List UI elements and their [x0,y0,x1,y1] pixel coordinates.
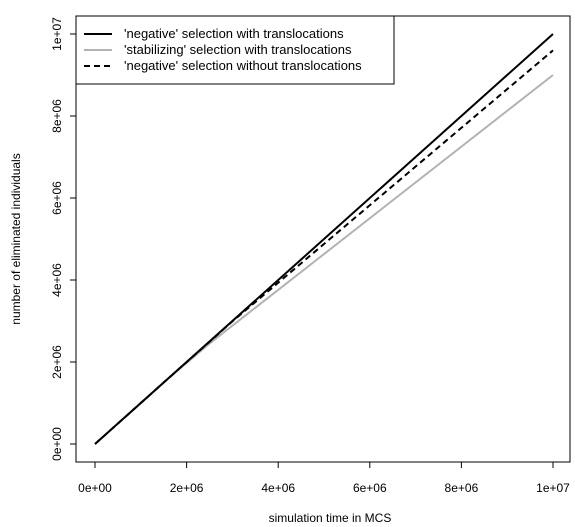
y-tick-label: 8e+06 [50,99,64,133]
series-line [94,33,554,445]
series-line [94,74,554,445]
series-line [94,49,554,445]
y-tick-label: 6e+06 [50,181,64,215]
x-tick-label: 4e+06 [261,481,295,495]
y-tick-label: 2e+06 [50,345,64,379]
x-tick-label: 6e+06 [353,481,387,495]
y-tick-label: 4e+06 [50,263,64,297]
x-tick-label: 0e+00 [78,481,112,495]
series-lines [94,33,554,445]
y-tick-label: 0e+00 [50,427,64,461]
y-tick-label: 1e+07 [50,17,64,51]
x-tick-label: 1e+07 [536,481,570,495]
x-axis-label: simulation time in MCS [269,511,392,525]
y-axis-label: number of eliminated individuals [9,153,23,324]
legend-box [75,15,395,85]
legend-label: 'stabilizing' selection with translocati… [124,42,352,57]
legend: 'negative' selection with translocations… [75,15,395,85]
x-tick-label: 2e+06 [170,481,204,495]
legend-label: 'negative' selection without translocati… [124,58,362,73]
x-tick-label: 8e+06 [445,481,479,495]
x-axis: 0e+00 2e+06 4e+06 6e+06 8e+06 1e+07 [78,461,570,495]
y-axis: 0e+00 2e+06 4e+06 6e+06 8e+06 1e+07 [50,17,77,461]
legend-label: 'negative' selection with translocations [124,26,344,41]
